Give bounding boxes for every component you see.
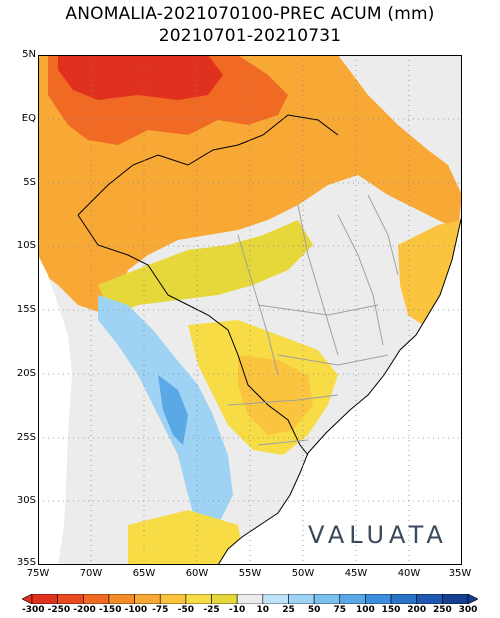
colorbar-tick-label: -100 — [124, 605, 148, 615]
colorbar-bin — [313, 594, 341, 604]
colorbar-tick-label: -10 — [229, 605, 246, 615]
lon-label-40w: 40W — [397, 568, 421, 579]
colorbar-bin — [339, 594, 366, 604]
lon-label-50w: 50W — [291, 568, 315, 579]
lat-label-eq: EQ — [21, 113, 36, 124]
colorbar-tick-label: -200 — [73, 605, 96, 615]
lat-label-20s: 20S — [16, 368, 36, 379]
colorbar-tick-label: -300 — [22, 605, 45, 615]
colorbar-tick-label: 150 — [381, 605, 401, 615]
map-period: 20210701-20210731 — [158, 26, 342, 46]
colorbar-tick-label: 300 — [458, 605, 478, 615]
lon-label-45w: 45W — [344, 568, 368, 579]
colorbar-tick-label: -25 — [203, 605, 220, 615]
colorbar-bin — [390, 594, 418, 604]
colorbar-tick-label: 75 — [333, 605, 347, 615]
colorbar-tick-label: 200 — [407, 605, 427, 615]
colorbar-bin — [108, 594, 135, 604]
lon-label-60w: 60W — [185, 568, 209, 579]
colorbar-bin — [185, 594, 212, 604]
lon-label-70w: 70W — [79, 568, 103, 579]
colorbar-tick-label: 25 — [282, 605, 295, 615]
lat-label-10s: 10S — [16, 240, 36, 251]
lon-label-35w: 35W — [448, 568, 472, 579]
brazil-border — [77, 114, 339, 456]
colorbar-tick-label: -50 — [177, 605, 194, 615]
colorbar-tick-label: -250 — [47, 605, 71, 615]
colorbar-bin — [134, 594, 161, 604]
valuata-logo: VALUATA — [308, 521, 448, 549]
lat-label-25s: 25S — [16, 432, 36, 443]
lat-label-35s: 35S — [16, 557, 36, 568]
wet-anomaly-core — [158, 375, 188, 445]
colorbar-tick-label: 250 — [432, 605, 452, 615]
colorbar-bin — [262, 594, 289, 604]
colorbar-bin — [442, 594, 469, 604]
colorbar-bin — [288, 594, 315, 604]
lat-label-15s: 15S — [16, 304, 36, 315]
map-title: ANOMALIA-2021070100-PREC ACUM (mm) — [65, 4, 435, 24]
lat-label-5s: 5S — [23, 177, 36, 188]
coastline — [38, 55, 462, 565]
colorbar — [22, 594, 478, 604]
light-dry-band — [98, 220, 313, 317]
colorbar-bin — [416, 594, 443, 604]
colorbar-bin — [57, 594, 84, 604]
lon-label-55w: 55W — [238, 568, 262, 579]
colorbar-bin — [211, 594, 238, 604]
colorbar-bin — [159, 594, 187, 604]
colorbar-tick-label: -150 — [98, 605, 122, 615]
lon-label-65w: 65W — [132, 568, 156, 579]
grid — [38, 55, 462, 565]
colorbar-tick-label: -75 — [152, 605, 169, 615]
colorbar-bin — [236, 594, 264, 604]
colorbar-arrow-left — [22, 594, 33, 604]
precipitation-anomaly-map: VALUATA — [38, 55, 462, 565]
state-borders — [227, 194, 399, 446]
colorbar-bin — [365, 594, 392, 604]
lon-label-75w: 75W — [26, 568, 50, 579]
dry-anomaly-far-south — [128, 510, 243, 565]
dry-anomaly-strong — [58, 55, 223, 100]
colorbar-bin — [31, 594, 58, 604]
colorbar-tick-label: 100 — [356, 605, 375, 615]
colorbar-bin — [82, 594, 110, 604]
colorbar-tick-label: 50 — [307, 605, 321, 615]
colorbar-arrow-right — [467, 594, 478, 604]
colorbar-tick-label: 10 — [256, 605, 270, 615]
lat-label-30s: 30S — [16, 495, 36, 506]
map-frame — [38, 55, 462, 565]
dry-anomaly-south-core — [238, 355, 313, 435]
lat-label-5n: 5N — [22, 49, 36, 60]
